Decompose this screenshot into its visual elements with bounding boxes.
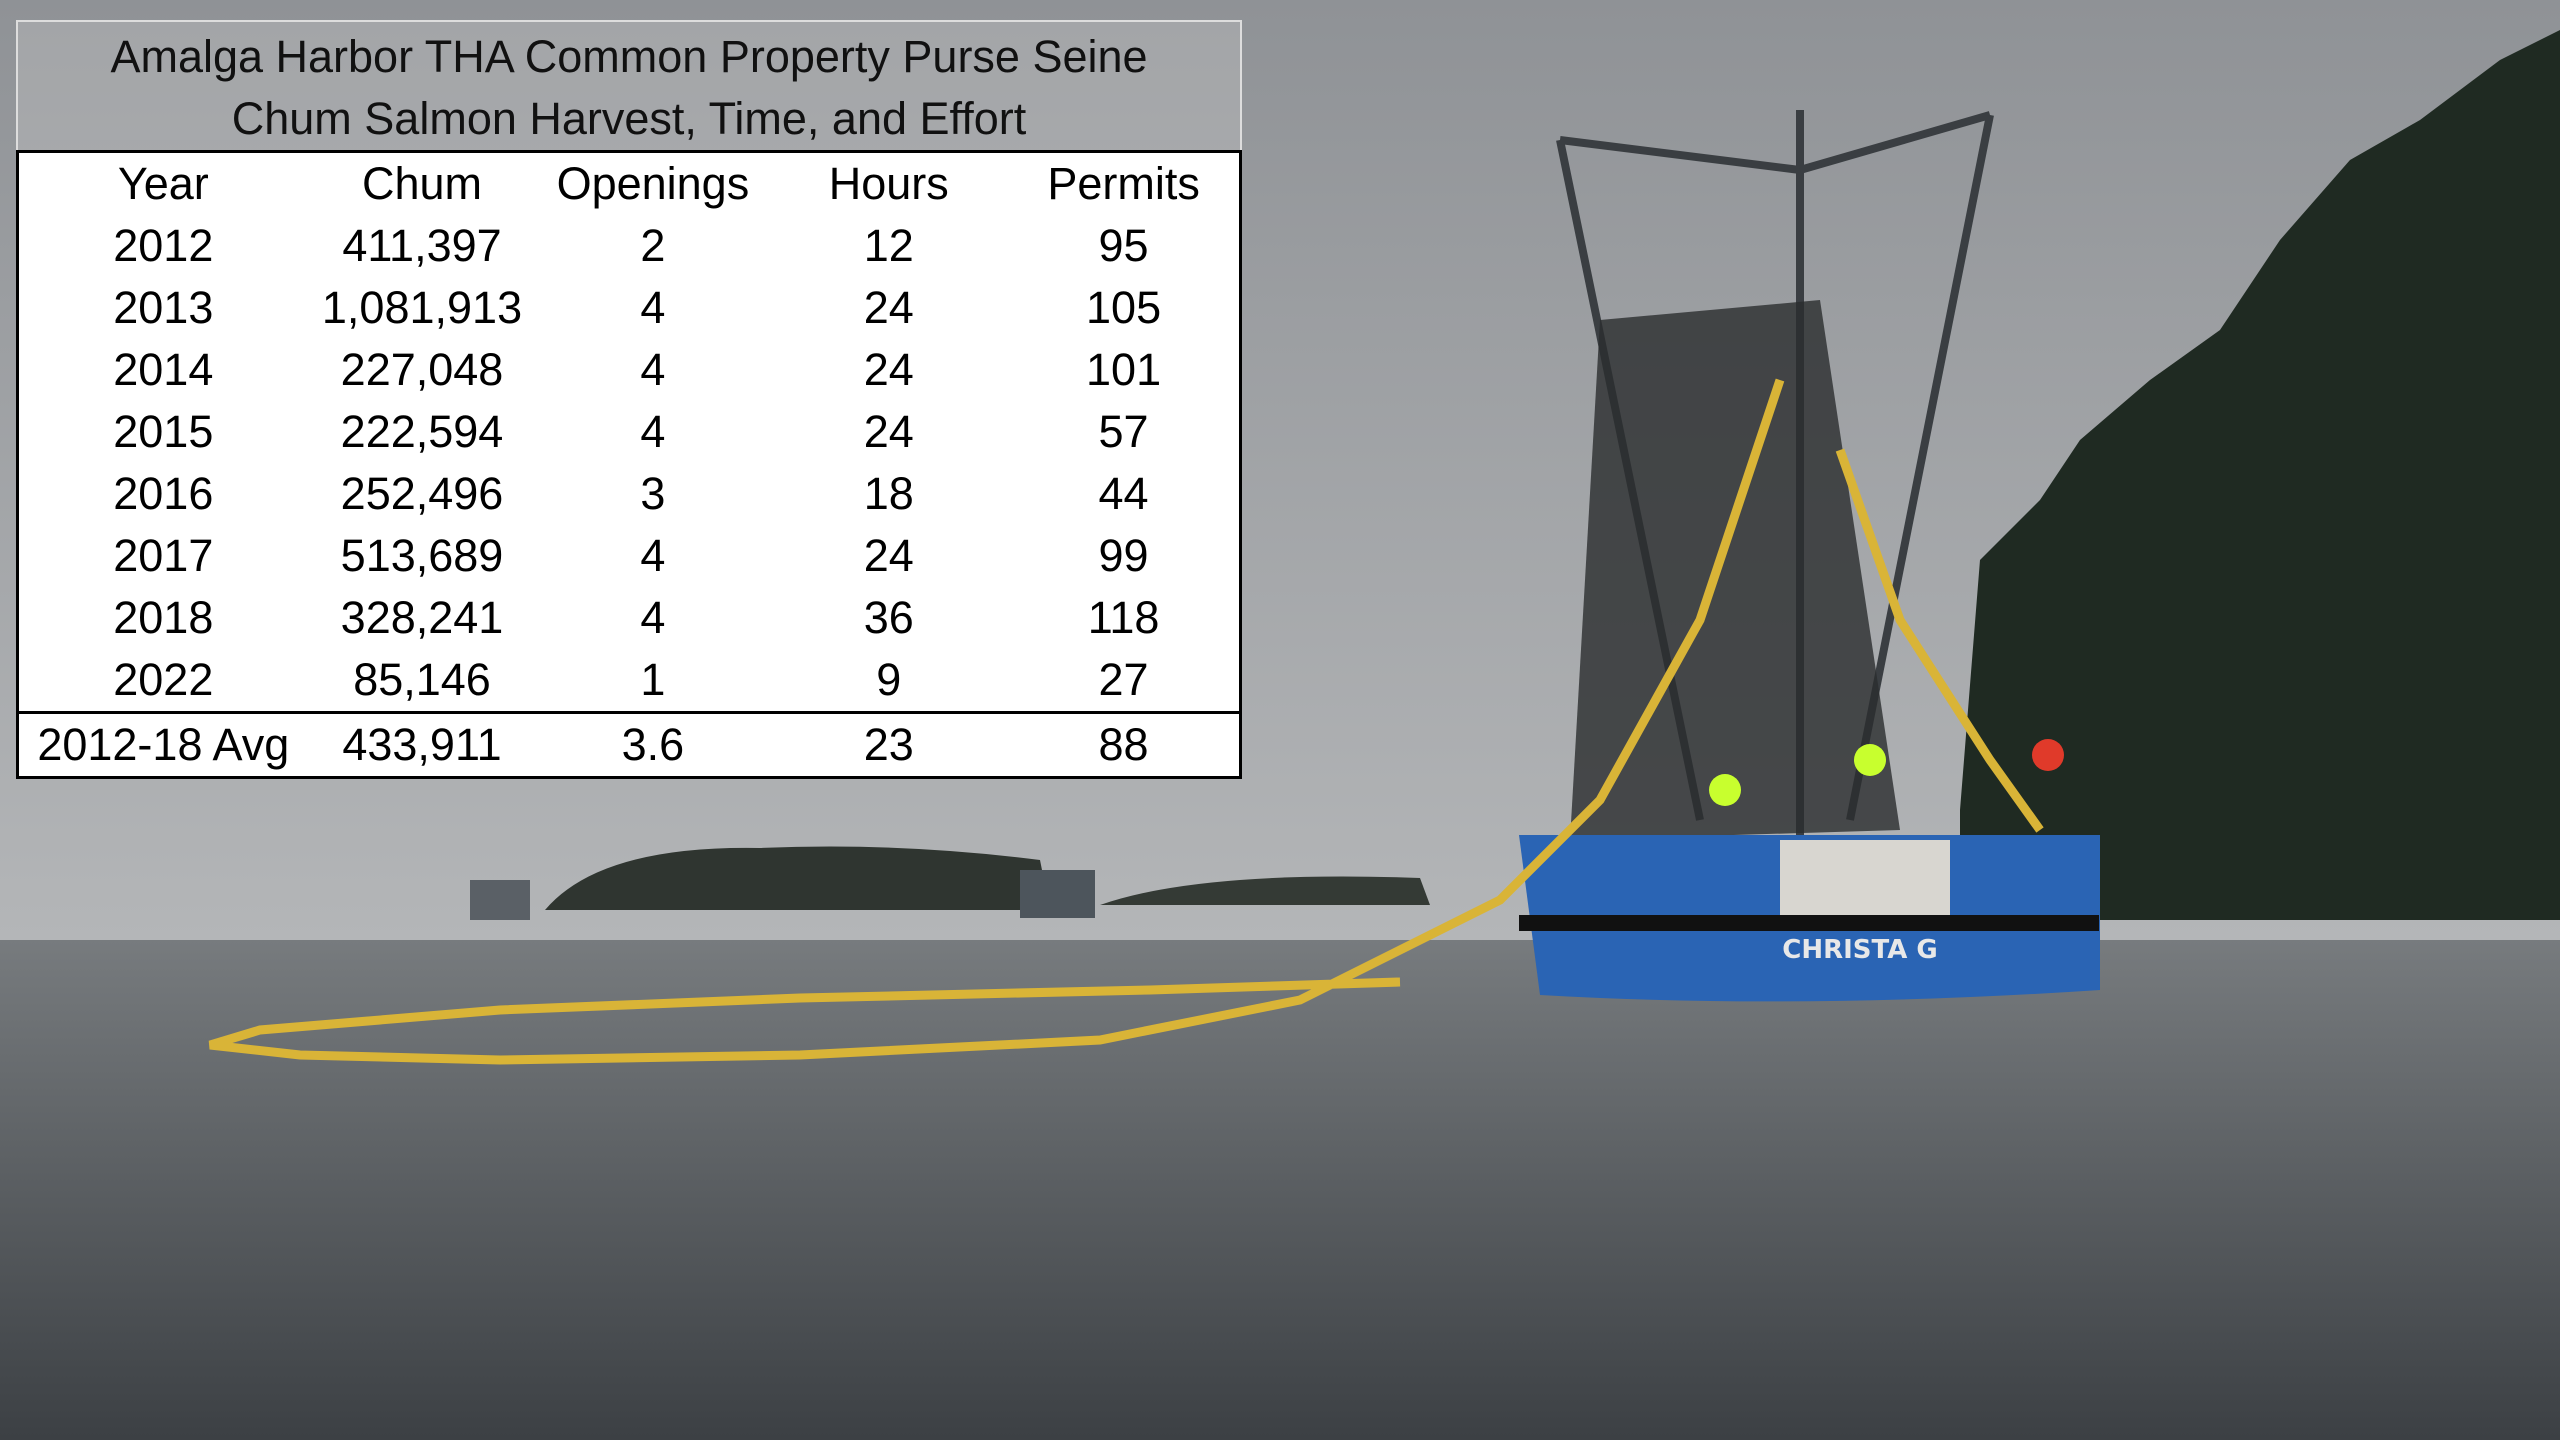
table-cell: 2018 [113, 592, 214, 643]
table-cell: 2012-18 Avg [37, 719, 290, 770]
table-cell: 2013 [113, 282, 214, 333]
table-cell: Permits [1047, 158, 1200, 209]
crew [1709, 774, 1741, 806]
table-cell: 24 [863, 530, 914, 581]
table-cell: Hours [828, 158, 949, 209]
table-cell: 328,241 [340, 592, 504, 643]
table-cell: 2017 [113, 530, 214, 581]
table-cell: 27 [1098, 654, 1149, 705]
table-cell: 9 [876, 654, 902, 705]
distant-boat [1020, 870, 1095, 918]
table-cell: 1 [640, 654, 666, 705]
table-cell: 4 [640, 344, 666, 395]
table-body: Year Chum Openings Hours Permits 2012 411,397 2… [16, 150, 1242, 779]
hull-stripe [1519, 915, 2099, 931]
table-cell: 4 [640, 530, 666, 581]
boat-name: CHRISTA G [1782, 935, 1938, 965]
table-cell: 88 [1098, 719, 1149, 770]
table-cell: 36 [863, 592, 914, 643]
table-cell: 227,048 [340, 344, 504, 395]
table-title: Amalga Harbor THA Common Property Purse … [16, 20, 1242, 150]
table-cell: 4 [640, 592, 666, 643]
table-cell: 24 [863, 406, 914, 457]
table-cell: Year [117, 158, 209, 209]
table-cell: 513,689 [340, 530, 504, 581]
table-cell: 433,911 [342, 719, 502, 770]
table-cell: 23 [863, 719, 914, 770]
table-row: 2016 252,496 3 18 44 [19, 463, 1239, 525]
table-cell: Openings [556, 158, 750, 209]
table-cell: 24 [863, 282, 914, 333]
island [545, 846, 1050, 910]
table-cell: 118 [1087, 592, 1160, 643]
table-cell: 99 [1098, 530, 1149, 581]
title-line: Chum Salmon Harvest, Time, and Effort [231, 93, 1027, 144]
float-line [208, 378, 1785, 1065]
water [0, 940, 2560, 1440]
distant-boat [470, 880, 530, 920]
table-cell: 18 [863, 468, 914, 519]
table-cell: 95 [1098, 220, 1149, 271]
table-row: 2014 227,048 4 24 101 [19, 339, 1239, 401]
table-cell: 105 [1086, 282, 1162, 333]
footer-row: 2012-18 Avg 433,911 3.6 23 88 [19, 711, 1239, 776]
crew [1854, 744, 1886, 776]
table-cell: 4 [640, 282, 666, 333]
table-cell: 222,594 [340, 406, 504, 457]
table-cell: 411,397 [342, 220, 502, 271]
table-cell: 85,146 [353, 654, 491, 705]
table-cell: 2012 [113, 220, 214, 271]
table-cell: 1,081,913 [321, 282, 523, 333]
table-cell: 12 [863, 220, 914, 271]
title-line: Amalga Harbor THA Common Property Purse … [110, 31, 1148, 82]
table-cell: 2022 [113, 654, 214, 705]
table-row: 2018 328,241 4 36 118 [19, 587, 1239, 649]
table-cell: 3.6 [621, 719, 685, 770]
table-cell: 24 [863, 344, 914, 395]
table-cell: Chum [361, 158, 483, 209]
header-row: Year Chum Openings Hours Permits [19, 153, 1239, 215]
table-row: 2012 411,397 2 12 95 [19, 215, 1239, 277]
float-line [1835, 448, 2044, 833]
crew [2032, 739, 2064, 771]
table-cell: 252,496 [340, 468, 504, 519]
table-cell: 44 [1098, 468, 1149, 519]
table-cell: 3 [640, 468, 666, 519]
table-row: 2017 513,689 4 24 99 [19, 525, 1239, 587]
table-row: 2013 1,081,913 4 24 105 [19, 277, 1239, 339]
island [1100, 876, 1430, 905]
boat-stern [1780, 840, 1950, 915]
table-row: 2022 85,146 1 9 27 [19, 649, 1239, 711]
table-cell: 4 [640, 406, 666, 457]
table-cell: 2015 [113, 406, 214, 457]
forest [1960, 30, 2560, 920]
table-cell: 101 [1086, 344, 1162, 395]
table-cell: 2016 [113, 468, 214, 519]
data-table: Amalga Harbor THA Common Property Purse … [16, 20, 1242, 779]
table-cell: 57 [1098, 406, 1149, 457]
table-cell: 2014 [113, 344, 214, 395]
table-cell: 2 [640, 220, 666, 271]
table-row: 2015 222,594 4 24 57 [19, 401, 1239, 463]
